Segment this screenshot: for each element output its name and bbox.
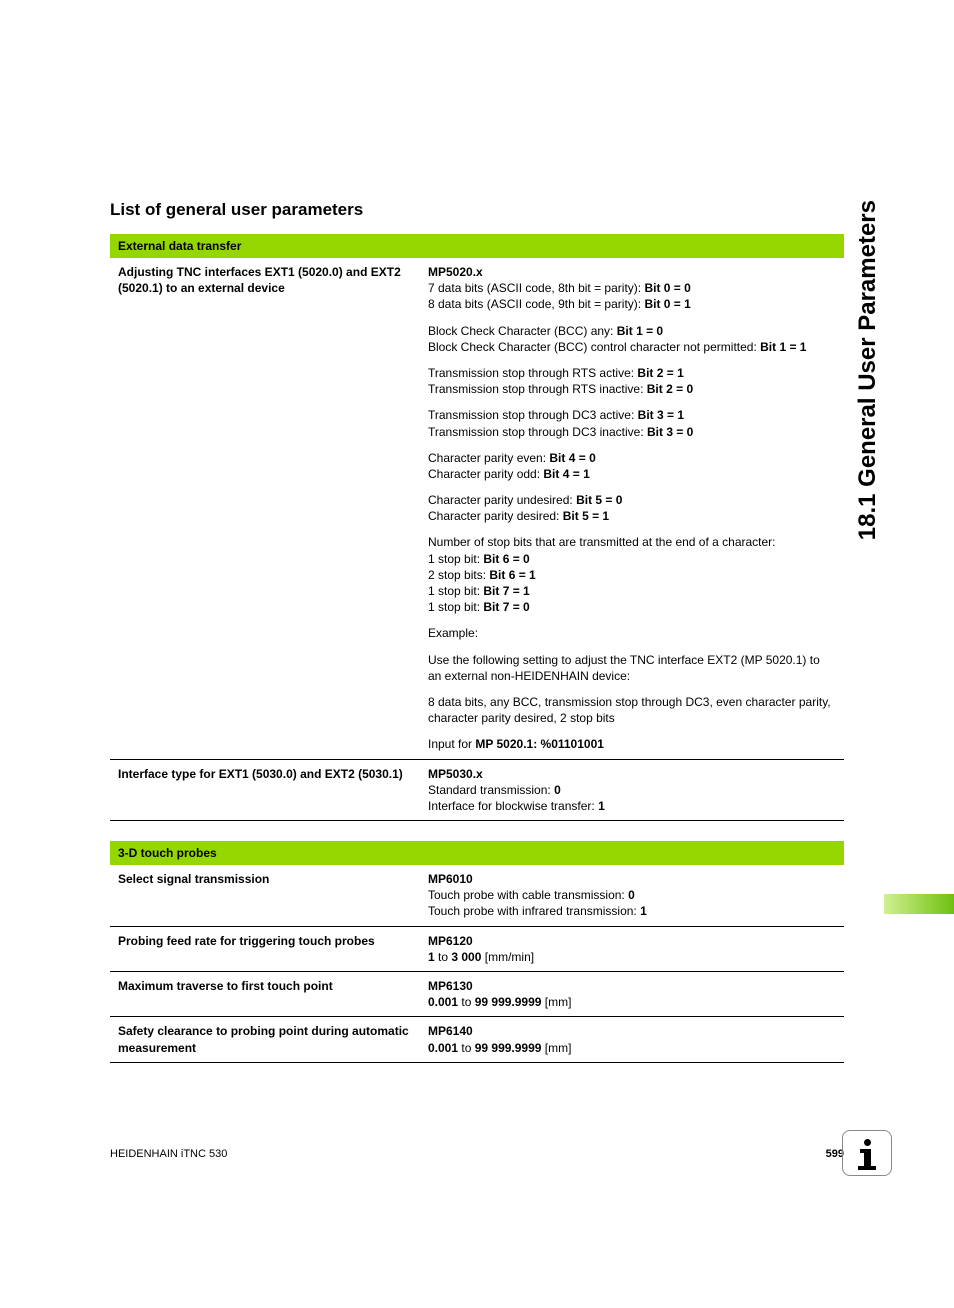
tables-container: External data transferAdjusting TNC inte…: [110, 234, 844, 1063]
row-value: MP61300.001 to 99 999.9999 [mm]: [420, 972, 844, 1017]
row-label: Interface type for EXT1 (5030.0) and EXT…: [110, 759, 420, 821]
table-row: Interface type for EXT1 (5030.0) and EXT…: [110, 759, 844, 821]
table-row: Probing feed rate for triggering touch p…: [110, 926, 844, 971]
row-label: Probing feed rate for triggering touch p…: [110, 926, 420, 971]
table-header: External data transfer: [110, 234, 844, 258]
row-label: Adjusting TNC interfaces EXT1 (5020.0) a…: [110, 258, 420, 759]
row-label: Maximum traverse to first touch point: [110, 972, 420, 1017]
table-header: 3-D touch probes: [110, 841, 844, 865]
row-label: Select signal transmission: [110, 865, 420, 926]
section-title: List of general user parameters: [110, 200, 844, 220]
table-row: Safety clearance to probing point during…: [110, 1017, 844, 1062]
parameter-table: External data transferAdjusting TNC inte…: [110, 234, 844, 821]
parameter-table: 3-D touch probesSelect signal transmissi…: [110, 841, 844, 1063]
row-value: MP61400.001 to 99 999.9999 [mm]: [420, 1017, 844, 1062]
info-icon: [842, 1130, 892, 1176]
row-value: MP61201 to 3 000 [mm/min]: [420, 926, 844, 971]
table-row: Adjusting TNC interfaces EXT1 (5020.0) a…: [110, 258, 844, 759]
table-row: Select signal transmissionMP6010Touch pr…: [110, 865, 844, 926]
row-value: MP5020.x7 data bits (ASCII code, 8th bit…: [420, 258, 844, 759]
row-value: MP5030.xStandard transmission: 0Interfac…: [420, 759, 844, 821]
footer-product: HEIDENHAIN iTNC 530: [110, 1148, 227, 1160]
page-footer: HEIDENHAIN iTNC 530 599: [110, 1148, 844, 1160]
row-label: Safety clearance to probing point during…: [110, 1017, 420, 1062]
table-row: Maximum traverse to first touch pointMP6…: [110, 972, 844, 1017]
row-value: MP6010Touch probe with cable transmissio…: [420, 865, 844, 926]
page-content: List of general user parameters External…: [0, 0, 954, 1063]
